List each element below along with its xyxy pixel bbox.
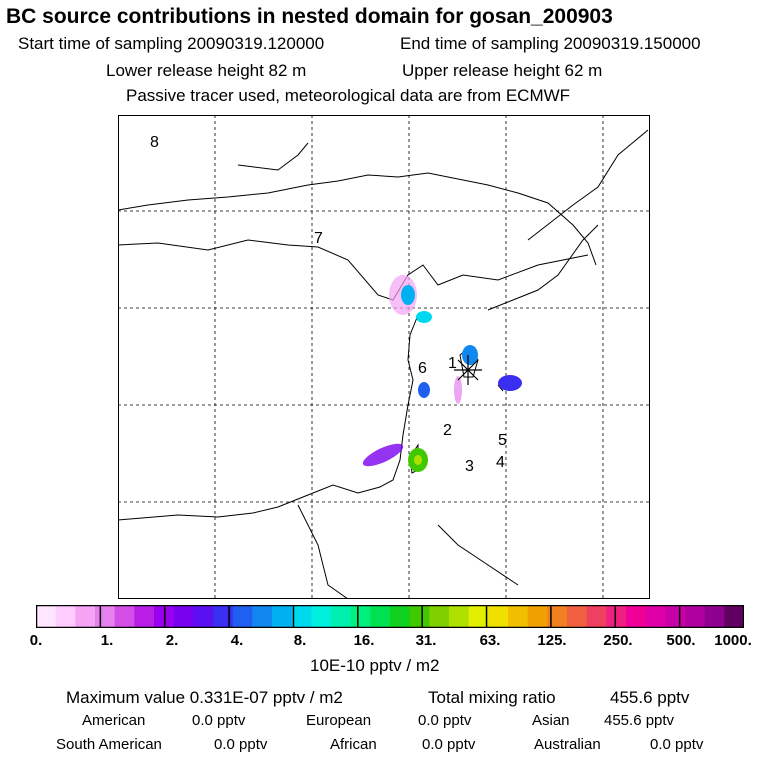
map-gridlines	[118, 115, 650, 599]
release-site-marker	[454, 355, 482, 385]
total-mixing-value: 455.6 pptv	[610, 688, 690, 707]
contribution-value: 455.6 pptv	[604, 712, 675, 729]
colorbar-tick: 2.	[165, 632, 179, 649]
colorbar-tick: 1.	[100, 632, 114, 649]
plume-korea	[462, 345, 478, 365]
colorbar-segment	[311, 605, 332, 628]
region-label-2: 2	[443, 422, 452, 439]
colorbar-segment	[488, 605, 509, 628]
colorbar-segment	[193, 605, 214, 628]
colorbar-segment	[468, 605, 489, 628]
colorbar-segment	[685, 605, 706, 628]
contribution-value: 0.0 pptv	[214, 736, 268, 753]
colorbar-tick: 500.	[666, 632, 696, 649]
contribution-value: 0.0 pptv	[418, 712, 472, 729]
contribution-name: American	[82, 712, 146, 729]
map-frame	[118, 115, 650, 599]
lower-release-label: Lower release height 82 m	[106, 61, 307, 80]
colorbar-tick: 31.	[415, 632, 437, 649]
colorbar-segment	[370, 605, 391, 628]
contribution-value: 0.0 pptv	[422, 736, 476, 753]
colorbar	[36, 605, 744, 628]
colorbar-segment	[331, 605, 352, 628]
colorbar-tick: 63.	[479, 632, 501, 649]
colorbar-segment	[213, 605, 234, 628]
colorbar-segment	[114, 605, 135, 628]
colorbar-segment	[272, 605, 293, 628]
colorbar-segment	[724, 605, 744, 628]
contribution-name: Asian	[532, 712, 570, 729]
colorbar-segment	[409, 605, 430, 628]
max-value-label: Maximum value 0.331E-07 pptv / m2	[66, 688, 343, 707]
contribution-value: 0.0 pptv	[650, 736, 704, 753]
colorbar-segment	[291, 605, 312, 628]
colorbar-frame	[36, 605, 744, 628]
tracer-note: Passive tracer used, meteorological data…	[126, 86, 571, 105]
region-label-7: 7	[314, 230, 323, 247]
colorbar-tick: 1000.	[714, 632, 752, 649]
region-label-4: 4	[496, 454, 505, 471]
colorbar-segment	[626, 605, 647, 628]
end-time-label: End time of sampling 20090319.150000	[400, 34, 701, 53]
start-time-label: Start time of sampling 20090319.120000	[18, 34, 325, 53]
plume-south-coast	[362, 443, 404, 467]
colorbar-segment	[704, 605, 725, 628]
upper-release-label: Upper release height 62 m	[402, 61, 603, 80]
colorbar-segment	[586, 605, 607, 628]
contribution-name: Australian	[534, 736, 601, 753]
colorbar-unit: 10E-10 pptv / m2	[310, 656, 440, 675]
colorbar-segment	[567, 605, 588, 628]
map-panel: 1 2 3 4 5 6 7 8	[118, 115, 650, 599]
colorbar-segment	[390, 605, 411, 628]
colorbar-tick: 8.	[293, 632, 307, 649]
colorbar-tick: 0.	[29, 632, 43, 649]
colorbar-tick: 250.	[603, 632, 633, 649]
colorbar-segment	[252, 605, 273, 628]
colorbar-tick: 125.	[537, 632, 567, 649]
plume-sea	[454, 376, 462, 404]
region-label-1: 1	[448, 355, 457, 372]
colorbar-segment	[75, 605, 96, 628]
colorbar-segment	[606, 605, 627, 628]
chart-title: BC source contributions in nested domain…	[6, 5, 613, 28]
colorbar-segment	[645, 605, 666, 628]
region-label-6: 6	[418, 360, 427, 377]
total-mixing-label: Total mixing ratio	[428, 688, 556, 707]
region-label-8: 8	[150, 134, 159, 151]
contribution-name: African	[330, 736, 377, 753]
colorbar-segment	[508, 605, 529, 628]
region-label-5: 5	[498, 432, 507, 449]
colorbar-segment	[547, 605, 568, 628]
contribution-name: South American	[56, 736, 162, 753]
colorbar-tick: 4.	[230, 632, 244, 649]
plume-six	[418, 382, 430, 398]
region-label-3: 3	[465, 458, 474, 475]
colorbar-segment	[527, 605, 548, 628]
colorbar-segment	[36, 605, 57, 628]
plume-taiwan-core	[414, 455, 422, 465]
colorbar-segment	[449, 605, 470, 628]
colorbar-segment	[429, 605, 450, 628]
colorbar-segment	[173, 605, 194, 628]
tracer-plume-areas	[362, 275, 522, 472]
contribution-name: European	[306, 712, 372, 729]
colorbar-segment	[134, 605, 155, 628]
plume-north-core	[401, 285, 415, 305]
contribution-value: 0.0 pptv	[192, 712, 246, 729]
colorbar-segment	[350, 605, 371, 628]
colorbar-segment	[95, 605, 116, 628]
colorbar-segment	[232, 605, 253, 628]
plume-north-east	[416, 311, 432, 323]
colorbar-segment	[55, 605, 76, 628]
plume-japan	[498, 375, 522, 391]
colorbar-segment	[665, 605, 686, 628]
colorbar-tick: 16.	[353, 632, 375, 649]
